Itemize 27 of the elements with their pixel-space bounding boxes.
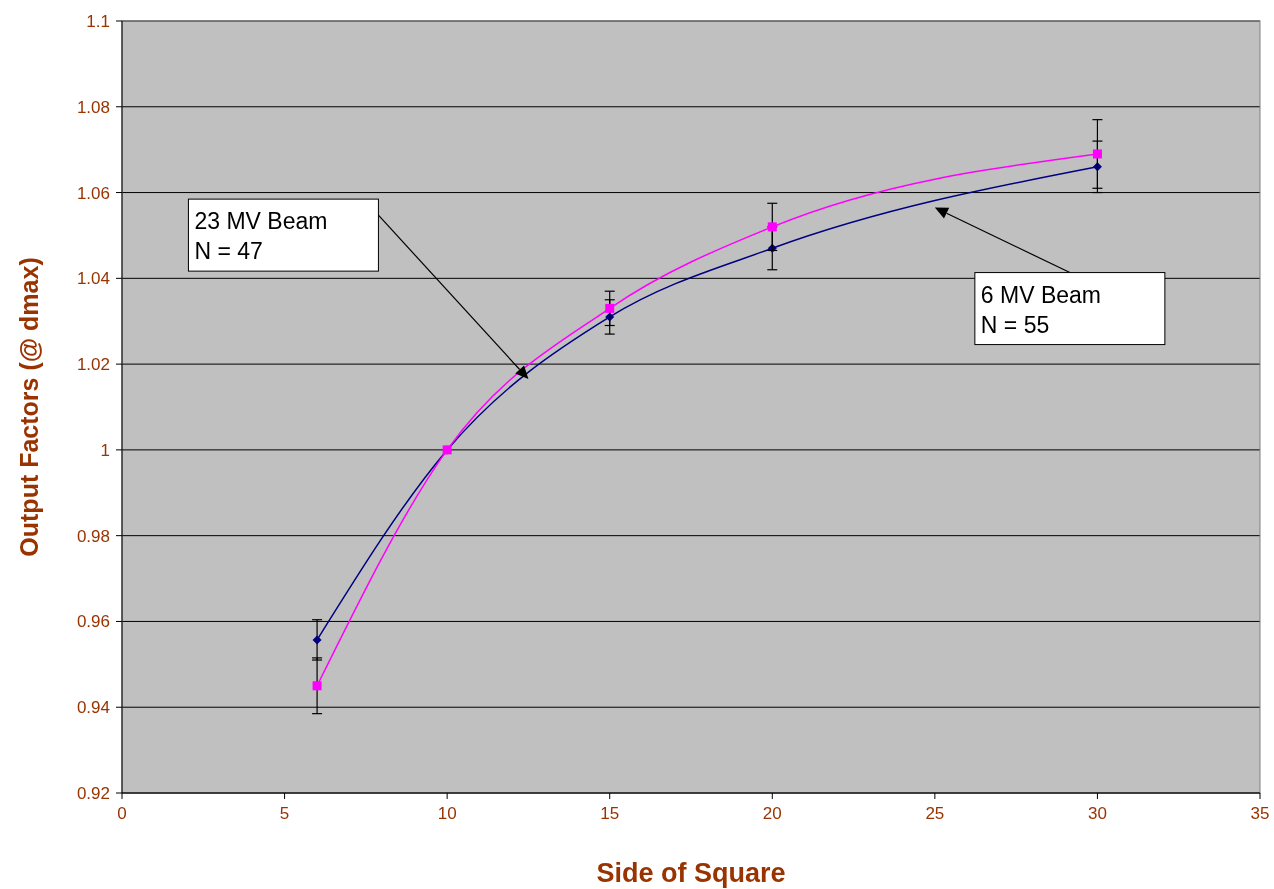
x-axis-title: Side of Square (596, 858, 786, 888)
point (312, 635, 322, 645)
x-tick-label: 25 (925, 804, 945, 823)
y-tick-label: 1.08 (76, 97, 110, 117)
x-tick-label: 15 (600, 804, 620, 823)
y-tick-label: 1.06 (76, 183, 110, 203)
y-axis-title: Output Factors (@ dmax) (15, 257, 43, 557)
y-tick-label: 1.1 (86, 11, 110, 31)
y-tick-label: 1.02 (76, 355, 110, 375)
point (605, 303, 615, 313)
y-tick-label: 1.04 (76, 269, 110, 289)
y-tick-label: 0.98 (76, 526, 110, 546)
x-tick-label: 30 (1087, 804, 1107, 823)
x-tick-label: 0 (117, 804, 127, 823)
point (1092, 149, 1102, 159)
annotation: 23 MV Beam N = 47 (194, 208, 328, 265)
point (767, 222, 777, 232)
y-tick-label: 0.94 (76, 698, 110, 718)
annotation: 6 MV Beam N = 55 (980, 281, 1102, 338)
x-tick-label: 5 (279, 804, 290, 823)
y-tick-label: 0.96 (76, 612, 110, 632)
x-tick-label: 35 (1250, 804, 1270, 823)
point (312, 681, 322, 691)
y-tick-label: 0.92 (76, 783, 110, 803)
y-tick-label: 1 (100, 440, 110, 460)
x-tick-label: 10 (437, 804, 457, 823)
x-tick-label: 20 (762, 804, 782, 823)
